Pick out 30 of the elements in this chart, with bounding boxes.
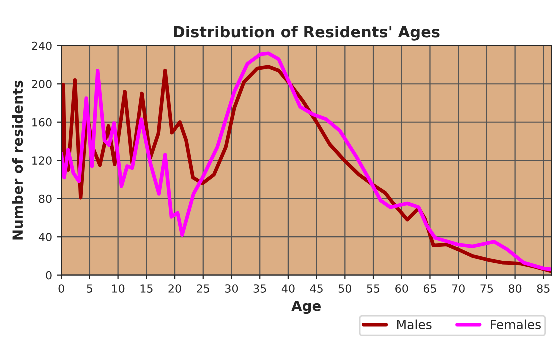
- y-tick-label: 120: [32, 156, 52, 165]
- x-tick-label: 75: [480, 284, 494, 293]
- x-tick-label: 25: [197, 284, 210, 293]
- x-tick-label: 60: [396, 284, 408, 293]
- x-tick-label: 15: [140, 284, 153, 293]
- x-tick-label: 50: [338, 284, 352, 293]
- y-tick-label: 200: [32, 80, 52, 89]
- y-tick-label: 80: [39, 194, 52, 204]
- x-tick-label: 10: [112, 284, 125, 293]
- x-tick-label: 70: [452, 284, 465, 293]
- x-tick-label: 65: [424, 284, 436, 293]
- legend-label: Males: [398, 320, 432, 330]
- x-tick-label: 30: [226, 284, 238, 293]
- x-axis-title: Age: [292, 300, 321, 314]
- x-tick-label: 20: [168, 284, 182, 293]
- x-tick-label: 35: [254, 284, 266, 293]
- x-tick-label: 40: [282, 284, 295, 293]
- x-tick-label: 85: [537, 284, 550, 293]
- y-tick-label: 40: [38, 233, 52, 242]
- y-tick-label: 0: [46, 271, 52, 280]
- x-tick-label: 80: [508, 284, 522, 293]
- x-tick-label: 5: [87, 284, 93, 293]
- y-axis-title: Number of residents: [12, 80, 24, 240]
- chart-title: Distribution of Residents' Ages: [174, 26, 440, 41]
- x-tick-label: 55: [367, 284, 380, 293]
- y-tick-label: 240: [32, 42, 52, 50]
- legend-label: Females: [491, 320, 541, 330]
- y-tick-label: 160: [32, 118, 52, 127]
- x-tick-label: 0: [58, 284, 64, 293]
- x-tick-label: 45: [310, 284, 323, 293]
